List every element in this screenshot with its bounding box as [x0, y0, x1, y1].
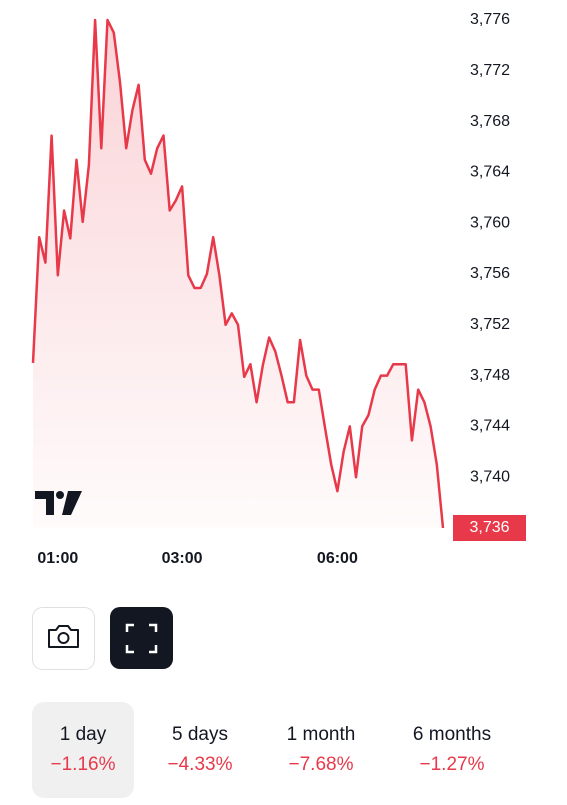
y-tick-label: 3,768 — [470, 113, 510, 130]
selected-tab-bg — [32, 702, 134, 798]
x-tick-label: 03:00 — [162, 550, 203, 567]
fullscreen-button[interactable] — [110, 607, 173, 669]
period-label: 1 month — [287, 724, 356, 745]
period-tab[interactable]: 1 day −1.16% — [32, 702, 134, 798]
y-tick-label: 3,740 — [470, 468, 510, 485]
y-tick-label: 3,744 — [470, 418, 510, 435]
period-label: 5 days — [172, 724, 228, 745]
period-label: 6 months — [413, 724, 491, 745]
price-line — [31, 18, 445, 529]
y-tick-label: 3,772 — [470, 62, 510, 79]
price-badge-label: 3,736 — [469, 519, 509, 536]
tradingview-logo — [35, 491, 82, 515]
y-tick-label: 3,752 — [470, 316, 510, 333]
period-change: −4.33% — [168, 754, 233, 775]
price-badge — [453, 515, 526, 541]
y-tick-label: 3,776 — [470, 11, 510, 28]
period-tab[interactable]: 5 days −4.33% — [168, 724, 233, 775]
camera-button[interactable] — [32, 607, 95, 670]
period-tabs: 1 day −1.16% 5 days −4.33% 1 month −7.68% 6 mo… — [32, 702, 491, 798]
period-label: 1 day — [60, 724, 107, 745]
period-change: −1.16% — [51, 754, 116, 775]
period-tab[interactable]: 6 months −1.27% — [413, 724, 491, 775]
area-fill — [33, 20, 443, 528]
period-change: −7.68% — [289, 754, 354, 775]
x-tick-label: 06:00 — [317, 550, 358, 567]
period-change: −1.27% — [420, 754, 485, 775]
y-tick-label: 3,764 — [470, 164, 510, 181]
y-tick-label: 3,748 — [470, 367, 510, 384]
y-tick-label: 3,760 — [470, 214, 510, 231]
x-tick-label: 01:00 — [37, 550, 78, 567]
chart: 3,776 3,772 3,768 3,764 3,760 3,756 3,752 3,748… — [31, 11, 526, 567]
period-tab[interactable]: 1 month −7.68% — [287, 724, 356, 775]
y-tick-label: 3,756 — [470, 265, 510, 282]
